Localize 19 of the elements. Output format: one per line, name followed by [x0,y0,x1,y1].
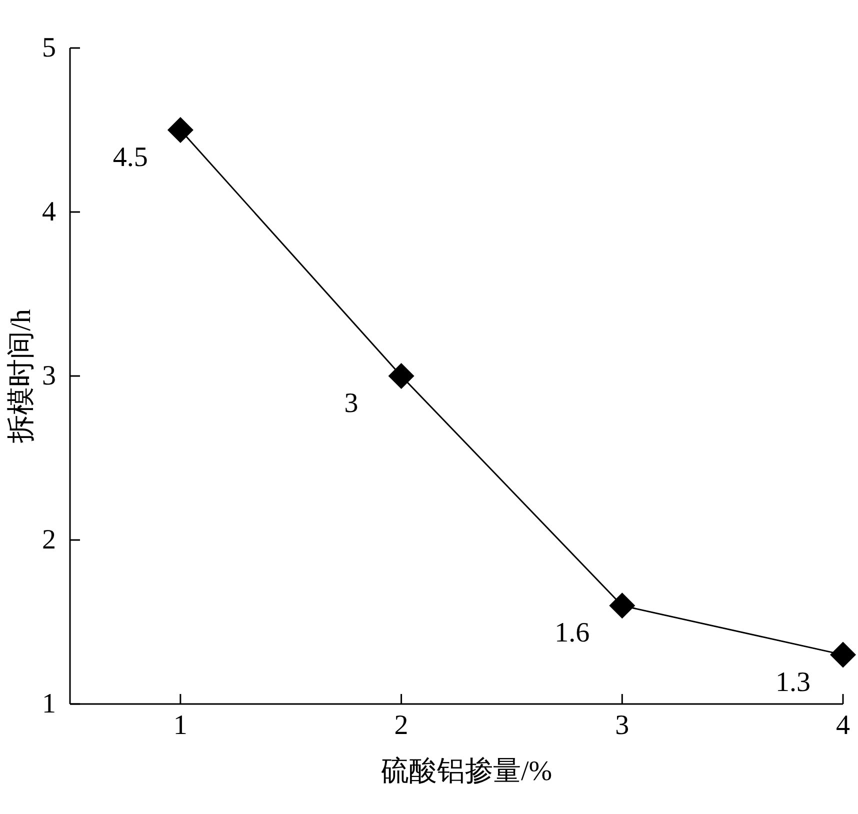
x-tick-label: 1 [173,710,188,741]
data-label: 1.3 [776,666,810,698]
point [609,592,636,619]
y-tick-label: 1 [42,688,56,720]
x-tick-label: 3 [615,710,630,741]
x-tick-label: 2 [394,710,408,741]
x-tick-label: 4 [836,710,850,741]
y-tick-label: 2 [42,524,56,556]
y-tick-label: 5 [42,32,56,64]
y-tick-label: 4 [42,196,56,228]
point [167,117,194,143]
data-label: 3 [344,388,358,419]
x-axis-title: 硫酸铝掺量/% [380,756,552,787]
y-axis-title: 拆模时间/h [6,309,37,444]
point [830,642,856,668]
y-tick-label: 3 [42,360,56,392]
data-label: 1.6 [554,618,590,649]
data-label: 4.5 [112,142,148,173]
point [388,363,414,389]
